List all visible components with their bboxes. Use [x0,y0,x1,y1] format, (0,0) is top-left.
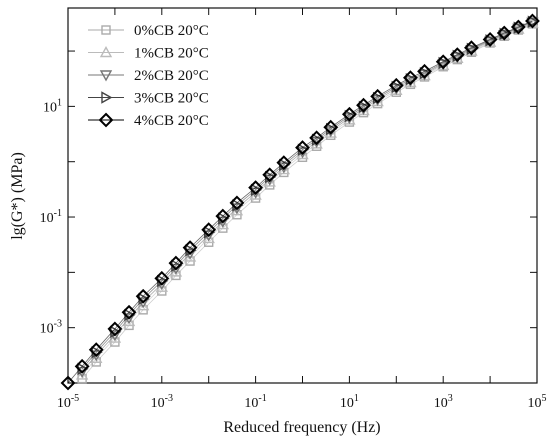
data-point [201,222,217,238]
data-point [356,97,371,113]
data-point [263,174,276,186]
data-point [182,240,198,256]
data-point [168,255,184,271]
data-point [75,368,89,380]
x-axis-ticks: 10-5 10-3 10-1 101 103 105 [57,8,547,411]
data-point [370,88,386,104]
data-point [510,19,526,35]
y-tick-label: 10-1 [40,208,62,226]
data-point [74,358,90,374]
data-point [525,13,540,29]
plot-frame [67,7,538,384]
data-point [449,47,465,63]
x-tick-label: 10-5 [57,393,79,411]
data-point [309,130,325,146]
y-tick-label: 10-3 [40,319,62,337]
legend-marker [99,46,113,58]
data-point [248,180,264,196]
data-point [341,106,357,122]
series-4 [60,13,540,391]
legend-label: 2%CB 20°C [134,68,209,84]
data-point [215,208,231,224]
y-axis-label: lg(G*) (MPa) [9,152,26,240]
x-tick-label: 10-1 [244,393,266,411]
data-point [230,203,244,215]
legend-marker [101,91,113,104]
legend-marker [101,25,111,35]
x-tick-label: 101 [340,393,359,411]
data-point [323,119,339,135]
legend-label: 4%CB 20°C [134,113,209,129]
data-point [60,375,76,391]
legend-marker [99,70,113,82]
legend-marker [98,112,114,128]
data-point [435,54,451,70]
data-point [121,304,137,320]
data-point [295,140,310,155]
legend-label: 3%CB 20°C [134,91,209,107]
legend-label: 1%CB 20°C [134,46,209,62]
data-point [154,270,170,286]
data-point [276,155,292,171]
data-point [107,321,123,337]
legend-label: 0%CB 20°C [134,23,209,39]
x-axis-label: Reduced frequency (Hz) [223,419,380,436]
data-point [482,32,498,47]
series-line [81,21,533,372]
legend: 0%CB 20°C 1%CB 20°C 2%CB 20°C 3%CB 20°C 4%CB… [88,23,209,129]
x-tick-label: 105 [528,393,547,411]
data-point [496,25,512,41]
data-point [88,342,104,358]
data-point [464,40,479,56]
data-point [388,77,404,93]
data-point [75,367,89,379]
data-point [417,63,432,79]
series-line [67,20,533,384]
data-point [262,167,278,183]
data-point [249,187,262,199]
data-point [135,288,151,304]
data-point [229,195,245,211]
y-tick-label: 101 [43,97,62,115]
x-tick-label: 103 [434,393,453,411]
series-layer [60,13,540,391]
data-point [403,70,418,86]
x-tick-label: 10-3 [151,393,173,411]
